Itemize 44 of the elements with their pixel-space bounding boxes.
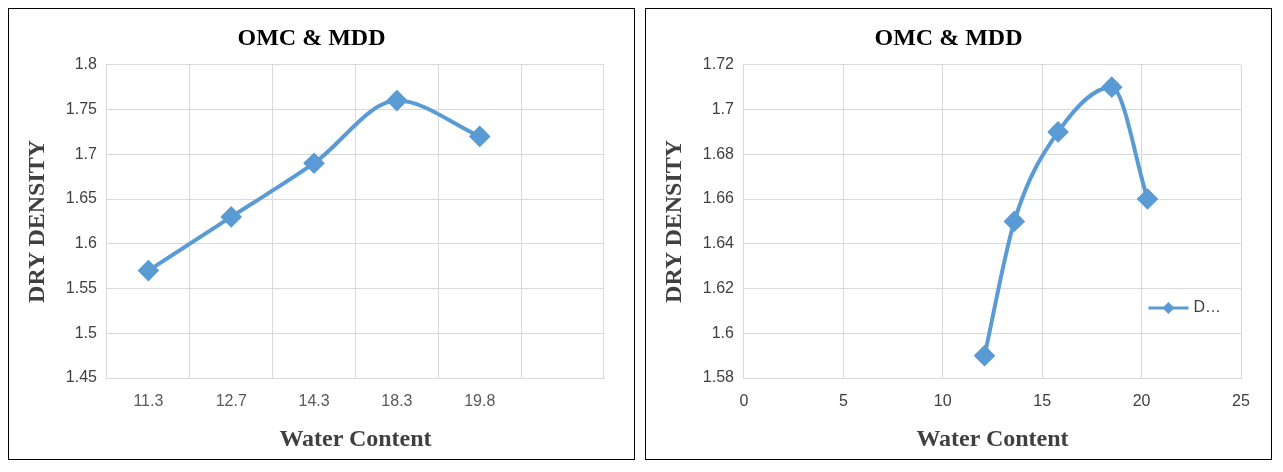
point [469,126,490,147]
y-tick-label: 1.6 [711,323,735,341]
y-tick-label: 1.6 [74,234,98,252]
y-tick-label: 1.55 [65,278,98,296]
x-tick-label: 12.7 [215,392,247,410]
y-tick-label: 1.58 [702,368,735,386]
y-tick-label: 1.8 [74,55,98,73]
chart-title: OMC & MDD [874,23,1023,50]
x-tick-label: 10 [933,392,952,410]
y-tick-label: 1.65 [65,189,98,207]
x-tick-label: 11.3 [133,392,164,410]
point [304,153,325,174]
y-tick-label: 1.75 [65,99,98,117]
y-axis-title: DRY DENSITY [659,139,686,303]
point [1004,211,1025,232]
chart-title: OMC & MDD [237,23,386,50]
y-tick-label: 1.7 [74,144,98,162]
x-axis-title: Water Content [916,424,1069,451]
x-tick-label: 18.3 [381,392,413,410]
y-tick-label: 1.62 [702,278,735,296]
y-tick-label: 1.66 [702,189,735,207]
y-tick-label: 1.72 [702,55,735,73]
x-axis-title: Water Content [279,424,432,451]
y-axis-title: DRY DENSITY [22,139,49,303]
x-tick-label: 14.3 [298,392,330,410]
x-tick-label: 15 [1033,392,1052,410]
y-tick-label: 1.64 [702,234,735,252]
legend-label: D… [1193,298,1222,316]
point [386,90,407,111]
point [1101,77,1122,98]
x-tick-label: 5 [838,392,848,410]
y-tick-label: 1.68 [702,144,735,162]
x-tick-label: 0 [739,392,749,410]
point [138,260,159,281]
y-tick-label: 1.45 [65,368,98,386]
x-tick-label: 25 [1232,392,1250,410]
x-tick-label: 19.8 [464,392,496,410]
y-tick-label: 1.7 [711,99,735,117]
point [1048,121,1069,142]
y-tick-label: 1.5 [74,323,98,341]
point [1137,189,1158,210]
point [221,206,242,227]
x-tick-label: 20 [1132,392,1151,410]
point [974,345,995,366]
